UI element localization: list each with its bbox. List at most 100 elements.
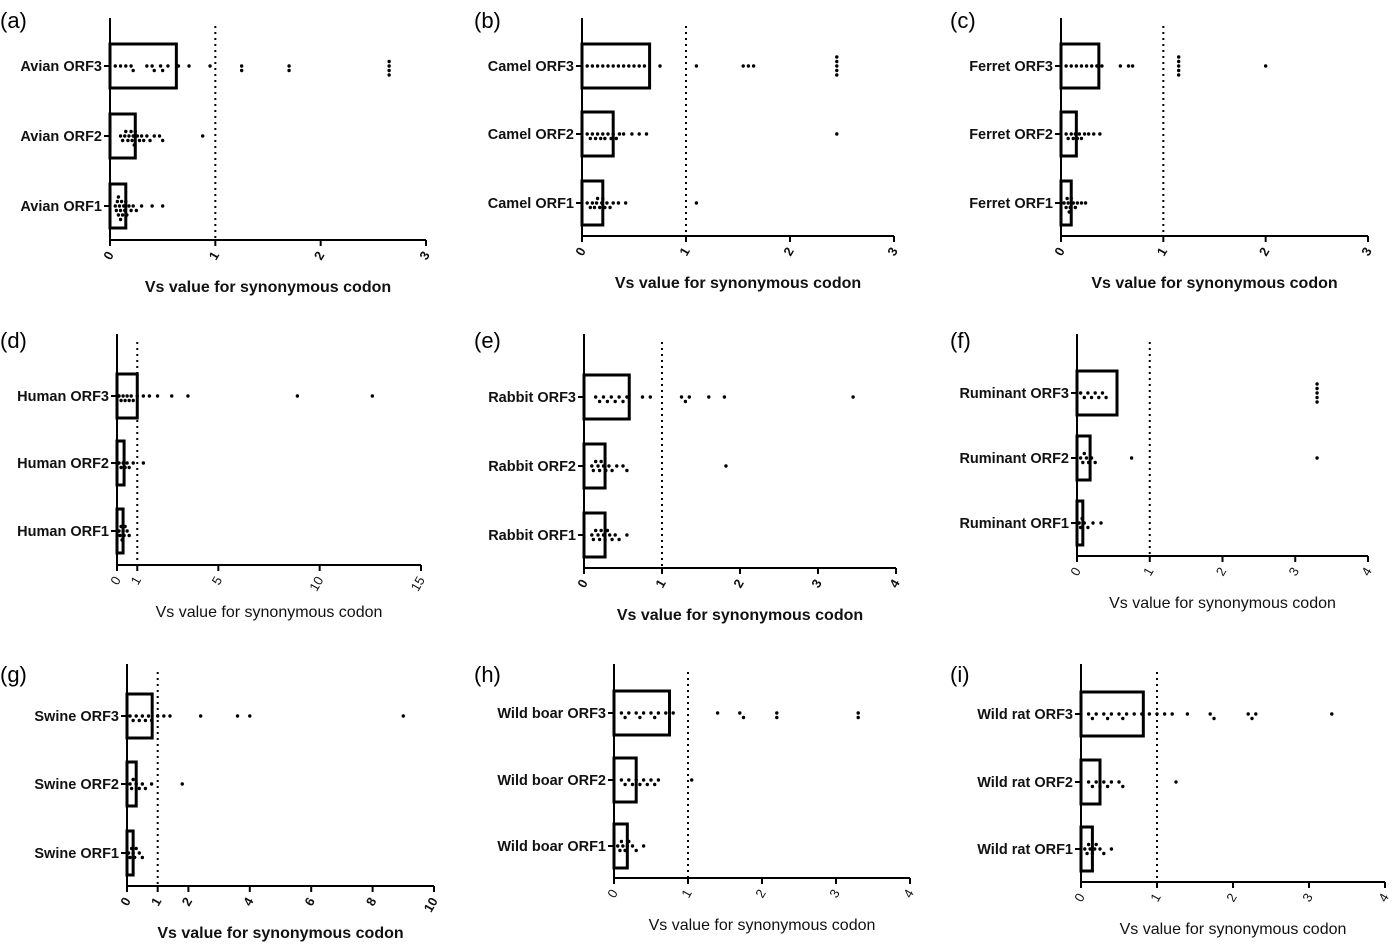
data-point (137, 718, 141, 723)
data-point (621, 844, 625, 848)
x-axis-title: Vs value for synonymous codon (1091, 275, 1337, 292)
data-point (121, 204, 126, 208)
data-point (143, 786, 148, 791)
x-tick-label: 10 (306, 574, 326, 594)
data-point (595, 132, 600, 136)
data-point (1315, 400, 1319, 404)
data-point (590, 132, 595, 136)
data-point (775, 711, 779, 715)
data-point (127, 204, 131, 208)
panel-letter: (i) (950, 662, 970, 687)
data-point (619, 839, 624, 844)
data-point (851, 395, 855, 399)
data-point (601, 533, 606, 537)
data-point (1121, 716, 1125, 721)
data-point (149, 718, 154, 723)
data-point (603, 537, 607, 542)
data-point (200, 134, 205, 138)
data-point (621, 399, 625, 404)
x-axis-title: Vs value for synonymous codon (145, 279, 391, 296)
data-point (158, 64, 163, 68)
data-point (637, 132, 641, 136)
data-point (156, 714, 160, 718)
data-point (1126, 64, 1131, 68)
x-tick-label: 3 (808, 577, 825, 591)
data-point (180, 782, 184, 786)
data-point (139, 134, 144, 138)
data-point (1078, 525, 1083, 530)
data-point (124, 129, 128, 134)
category-label: Human ORF3 (17, 389, 109, 405)
category-label: Wild boar ORF1 (497, 839, 606, 855)
data-point (707, 395, 711, 399)
data-point (627, 711, 631, 715)
panel-letter: (g) (0, 662, 27, 687)
data-point (129, 394, 133, 398)
data-point (621, 132, 626, 136)
data-point (649, 778, 653, 782)
data-point (1082, 521, 1086, 525)
data-point (387, 59, 391, 64)
data-point (1083, 201, 1088, 205)
data-point (597, 537, 602, 542)
data-point (630, 132, 634, 136)
data-point (146, 714, 151, 718)
data-point (694, 201, 699, 205)
data-point (1109, 847, 1114, 851)
data-point (1067, 210, 1071, 214)
data-point (610, 537, 614, 542)
data-point (1155, 712, 1159, 716)
data-point (198, 714, 203, 718)
data-point (113, 204, 117, 208)
data-point (603, 136, 607, 141)
median-bar (612, 822, 629, 870)
data-point (1109, 712, 1114, 716)
data-point (1132, 712, 1136, 716)
x-tick-label: 2 (730, 577, 747, 591)
median-bar (1059, 42, 1101, 90)
data-point (140, 714, 145, 718)
x-tick-label: 3 (826, 887, 843, 901)
data-point (614, 136, 619, 141)
panel-e: (e) 0 1 2 3 4 Vs value for synonymous codon Rab… (474, 328, 903, 624)
data-point (722, 395, 727, 399)
data-point (149, 782, 154, 786)
data-point (134, 208, 139, 213)
data-point (119, 524, 123, 529)
data-point (775, 715, 779, 720)
x-tick-label: 1 (1147, 891, 1164, 905)
x-tick-label: 0 (1067, 565, 1084, 579)
median-bar (612, 756, 638, 804)
data-point (134, 714, 138, 718)
data-point (615, 464, 619, 468)
data-point (148, 138, 152, 143)
data-point (168, 714, 172, 718)
data-point (627, 778, 631, 782)
x-tick-label: 5 (209, 574, 226, 588)
data-point (147, 394, 152, 398)
data-point (116, 195, 121, 199)
data-point (594, 459, 598, 464)
data-point (1100, 64, 1104, 68)
data-point (625, 468, 629, 473)
data-point (1176, 73, 1181, 77)
data-point (588, 136, 593, 141)
data-point (1130, 64, 1135, 68)
x-axis-title: Vs value for synonymous codon (615, 275, 861, 292)
x-tick-label: 1 (206, 249, 223, 263)
panel-h: (h) 0 1 2 3 4 Vs value for synonymous codon Wil… (474, 662, 917, 934)
category-label: Wild rat ORF1 (977, 842, 1073, 858)
data-point (608, 533, 612, 537)
data-point (370, 394, 375, 398)
data-point (1064, 205, 1068, 210)
data-point (287, 64, 291, 68)
data-point (1176, 68, 1181, 73)
data-point (616, 844, 620, 848)
data-point (155, 394, 160, 398)
data-point (595, 64, 600, 68)
data-point (617, 395, 621, 399)
data-point (137, 138, 142, 143)
x-tick-label: 2 (780, 245, 797, 259)
data-point (208, 64, 212, 68)
data-point (1105, 784, 1110, 789)
